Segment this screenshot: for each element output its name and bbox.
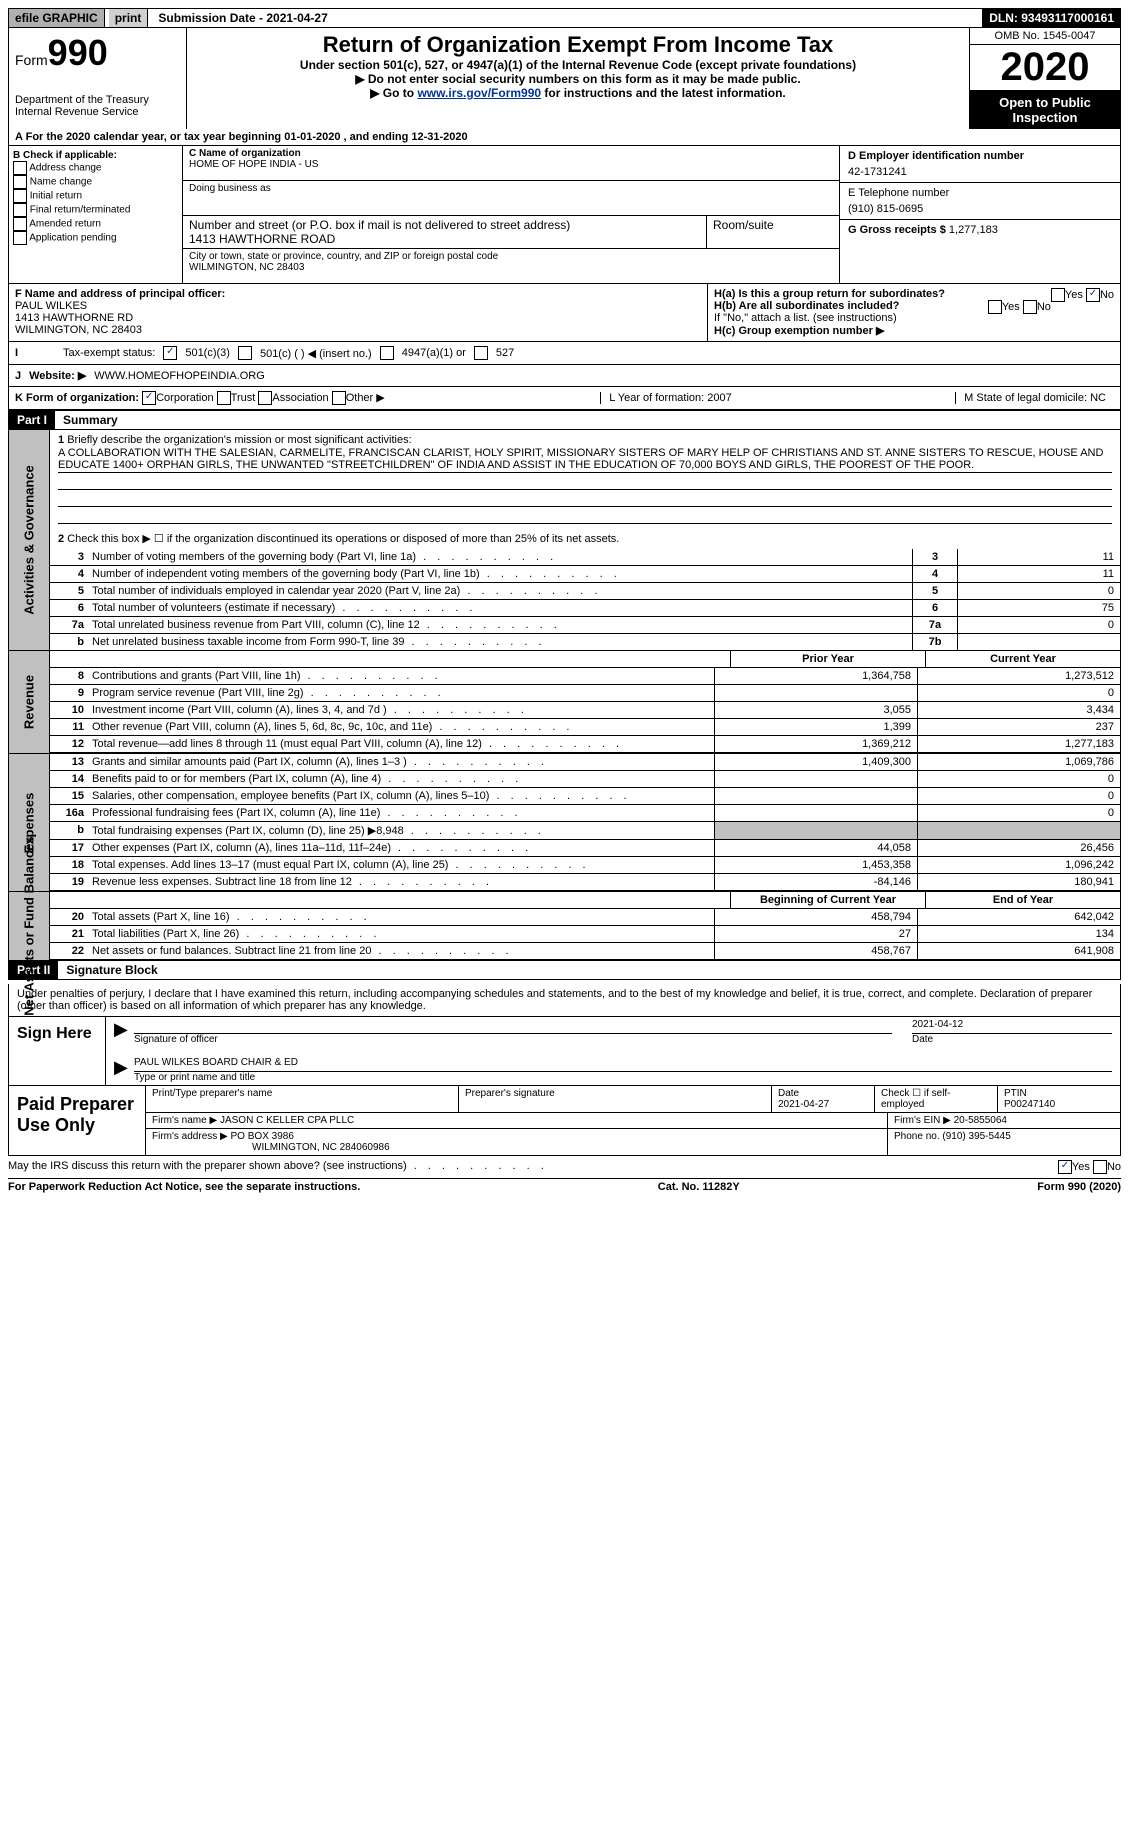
open-public: Open to Public Inspection (970, 91, 1120, 129)
ein: 42-1731241 (848, 166, 1112, 178)
print-button[interactable]: print (109, 9, 149, 27)
tax-status-row: I Tax-exempt status: 501(c)(3) 501(c) ( … (8, 342, 1121, 365)
table-row: 18Total expenses. Add lines 13–17 (must … (50, 857, 1120, 874)
k-row: K Form of organization: Corporation Trus… (8, 387, 1121, 410)
table-row: 5Total number of individuals employed in… (50, 583, 1120, 600)
part1-header: Part I Summary (8, 410, 1121, 430)
table-row: 4Number of independent voting members of… (50, 566, 1120, 583)
org-city: WILMINGTON, NC 28403 (189, 262, 833, 273)
omb-number: OMB No. 1545-0047 (970, 28, 1120, 45)
org-name: HOME OF HOPE INDIA - US (189, 159, 833, 170)
period-row: A For the 2020 calendar year, or tax yea… (8, 129, 1121, 146)
box-d: D Employer identification number 42-1731… (839, 146, 1120, 283)
discuss-row: May the IRS discuss this return with the… (8, 1156, 1121, 1179)
table-row: bTotal fundraising expenses (Part IX, co… (50, 822, 1120, 840)
firm-name: JASON C KELLER CPA PLLC (220, 1115, 354, 1126)
footer: For Paperwork Reduction Act Notice, see … (8, 1179, 1121, 1195)
dln: DLN: 93493117000161 (982, 9, 1120, 27)
table-row: 3Number of voting members of the governi… (50, 549, 1120, 566)
table-row: bNet unrelated business taxable income f… (50, 634, 1120, 650)
website-row: J Website: ▶ WWW.HOMEOFHOPEINDIA.ORG (8, 365, 1121, 387)
irs-link[interactable]: www.irs.gov/Form990 (417, 86, 541, 100)
netassets-section: Net Assets or Fund Balances Beginning of… (8, 892, 1121, 961)
table-row: 10Investment income (Part VIII, column (… (50, 702, 1120, 719)
form-number: Form990 (15, 32, 180, 74)
gross-receipts: 1,277,183 (949, 224, 998, 236)
table-row: 21Total liabilities (Part X, line 26)271… (50, 926, 1120, 943)
checkbox-option[interactable]: Amended return (13, 217, 178, 231)
fh-block: F Name and address of principal officer:… (8, 284, 1121, 342)
governance-section: Activities & Governance 1 Briefly descri… (8, 430, 1121, 651)
info-block: B Check if applicable: Address change Na… (8, 146, 1121, 284)
box-c: C Name of organization HOME OF HOPE INDI… (183, 146, 839, 283)
form-title: Return of Organization Exempt From Incom… (191, 32, 965, 58)
header-sub1: Under section 501(c), 527, or 4947(a)(1)… (191, 58, 965, 72)
table-row: 14Benefits paid to or for members (Part … (50, 771, 1120, 788)
box-b: B Check if applicable: Address change Na… (9, 146, 183, 283)
officer-name: PAUL WILKES (15, 300, 701, 312)
telephone: (910) 815-0695 (848, 203, 1112, 215)
officer-name-title: PAUL WILKES BOARD CHAIR & ED (134, 1057, 1112, 1072)
website: WWW.HOMEOFHOPEINDIA.ORG (94, 370, 265, 382)
table-row: 22Net assets or fund balances. Subtract … (50, 943, 1120, 960)
sig-date: 2021-04-12 (912, 1019, 1112, 1034)
table-row: 15Salaries, other compensation, employee… (50, 788, 1120, 805)
form-header: Form990 Department of the Treasury Inter… (8, 28, 1121, 129)
table-row: 11Other revenue (Part VIII, column (A), … (50, 719, 1120, 736)
table-row: 13Grants and similar amounts paid (Part … (50, 754, 1120, 771)
part2-header: Part II Signature Block (8, 961, 1121, 980)
table-row: 9Program service revenue (Part VIII, lin… (50, 685, 1120, 702)
checkbox-option[interactable]: Application pending (13, 231, 178, 245)
table-row: 8Contributions and grants (Part VIII, li… (50, 668, 1120, 685)
checkbox-option[interactable]: Initial return (13, 189, 178, 203)
expenses-section: Expenses 13Grants and similar amounts pa… (8, 754, 1121, 892)
revenue-section: Revenue Prior Year Current Year 8Contrib… (8, 651, 1121, 754)
signature-block: Under penalties of perjury, I declare th… (8, 984, 1121, 1156)
checkbox-option[interactable]: Final return/terminated (13, 203, 178, 217)
table-row: 12Total revenue—add lines 8 through 11 (… (50, 736, 1120, 753)
table-row: 17Other expenses (Part IX, column (A), l… (50, 840, 1120, 857)
header-sub2: ▶ Do not enter social security numbers o… (191, 72, 965, 86)
checkbox-option[interactable]: Address change (13, 161, 178, 175)
dept-label: Department of the Treasury Internal Reve… (15, 94, 180, 118)
org-address: 1413 HAWTHORNE ROAD (189, 232, 700, 246)
mission-text: A COLLABORATION WITH THE SALESIAN, CARME… (58, 446, 1112, 473)
table-row: 6Total number of volunteers (estimate if… (50, 600, 1120, 617)
table-row: 20Total assets (Part X, line 16)458,7946… (50, 909, 1120, 926)
submission-date: Submission Date - 2021-04-27 (152, 9, 978, 27)
header-sub3: ▶ Go to www.irs.gov/Form990 for instruct… (191, 86, 965, 100)
tax-year: 2020 (970, 45, 1120, 91)
efile-button[interactable]: efile GRAPHIC (9, 9, 105, 27)
table-row: 16aProfessional fundraising fees (Part I… (50, 805, 1120, 822)
501c3-checkbox[interactable] (163, 346, 177, 360)
table-row: 19Revenue less expenses. Subtract line 1… (50, 874, 1120, 891)
checkbox-option[interactable]: Name change (13, 175, 178, 189)
table-row: 7aTotal unrelated business revenue from … (50, 617, 1120, 634)
top-bar: efile GRAPHIC print Submission Date - 20… (8, 8, 1121, 28)
